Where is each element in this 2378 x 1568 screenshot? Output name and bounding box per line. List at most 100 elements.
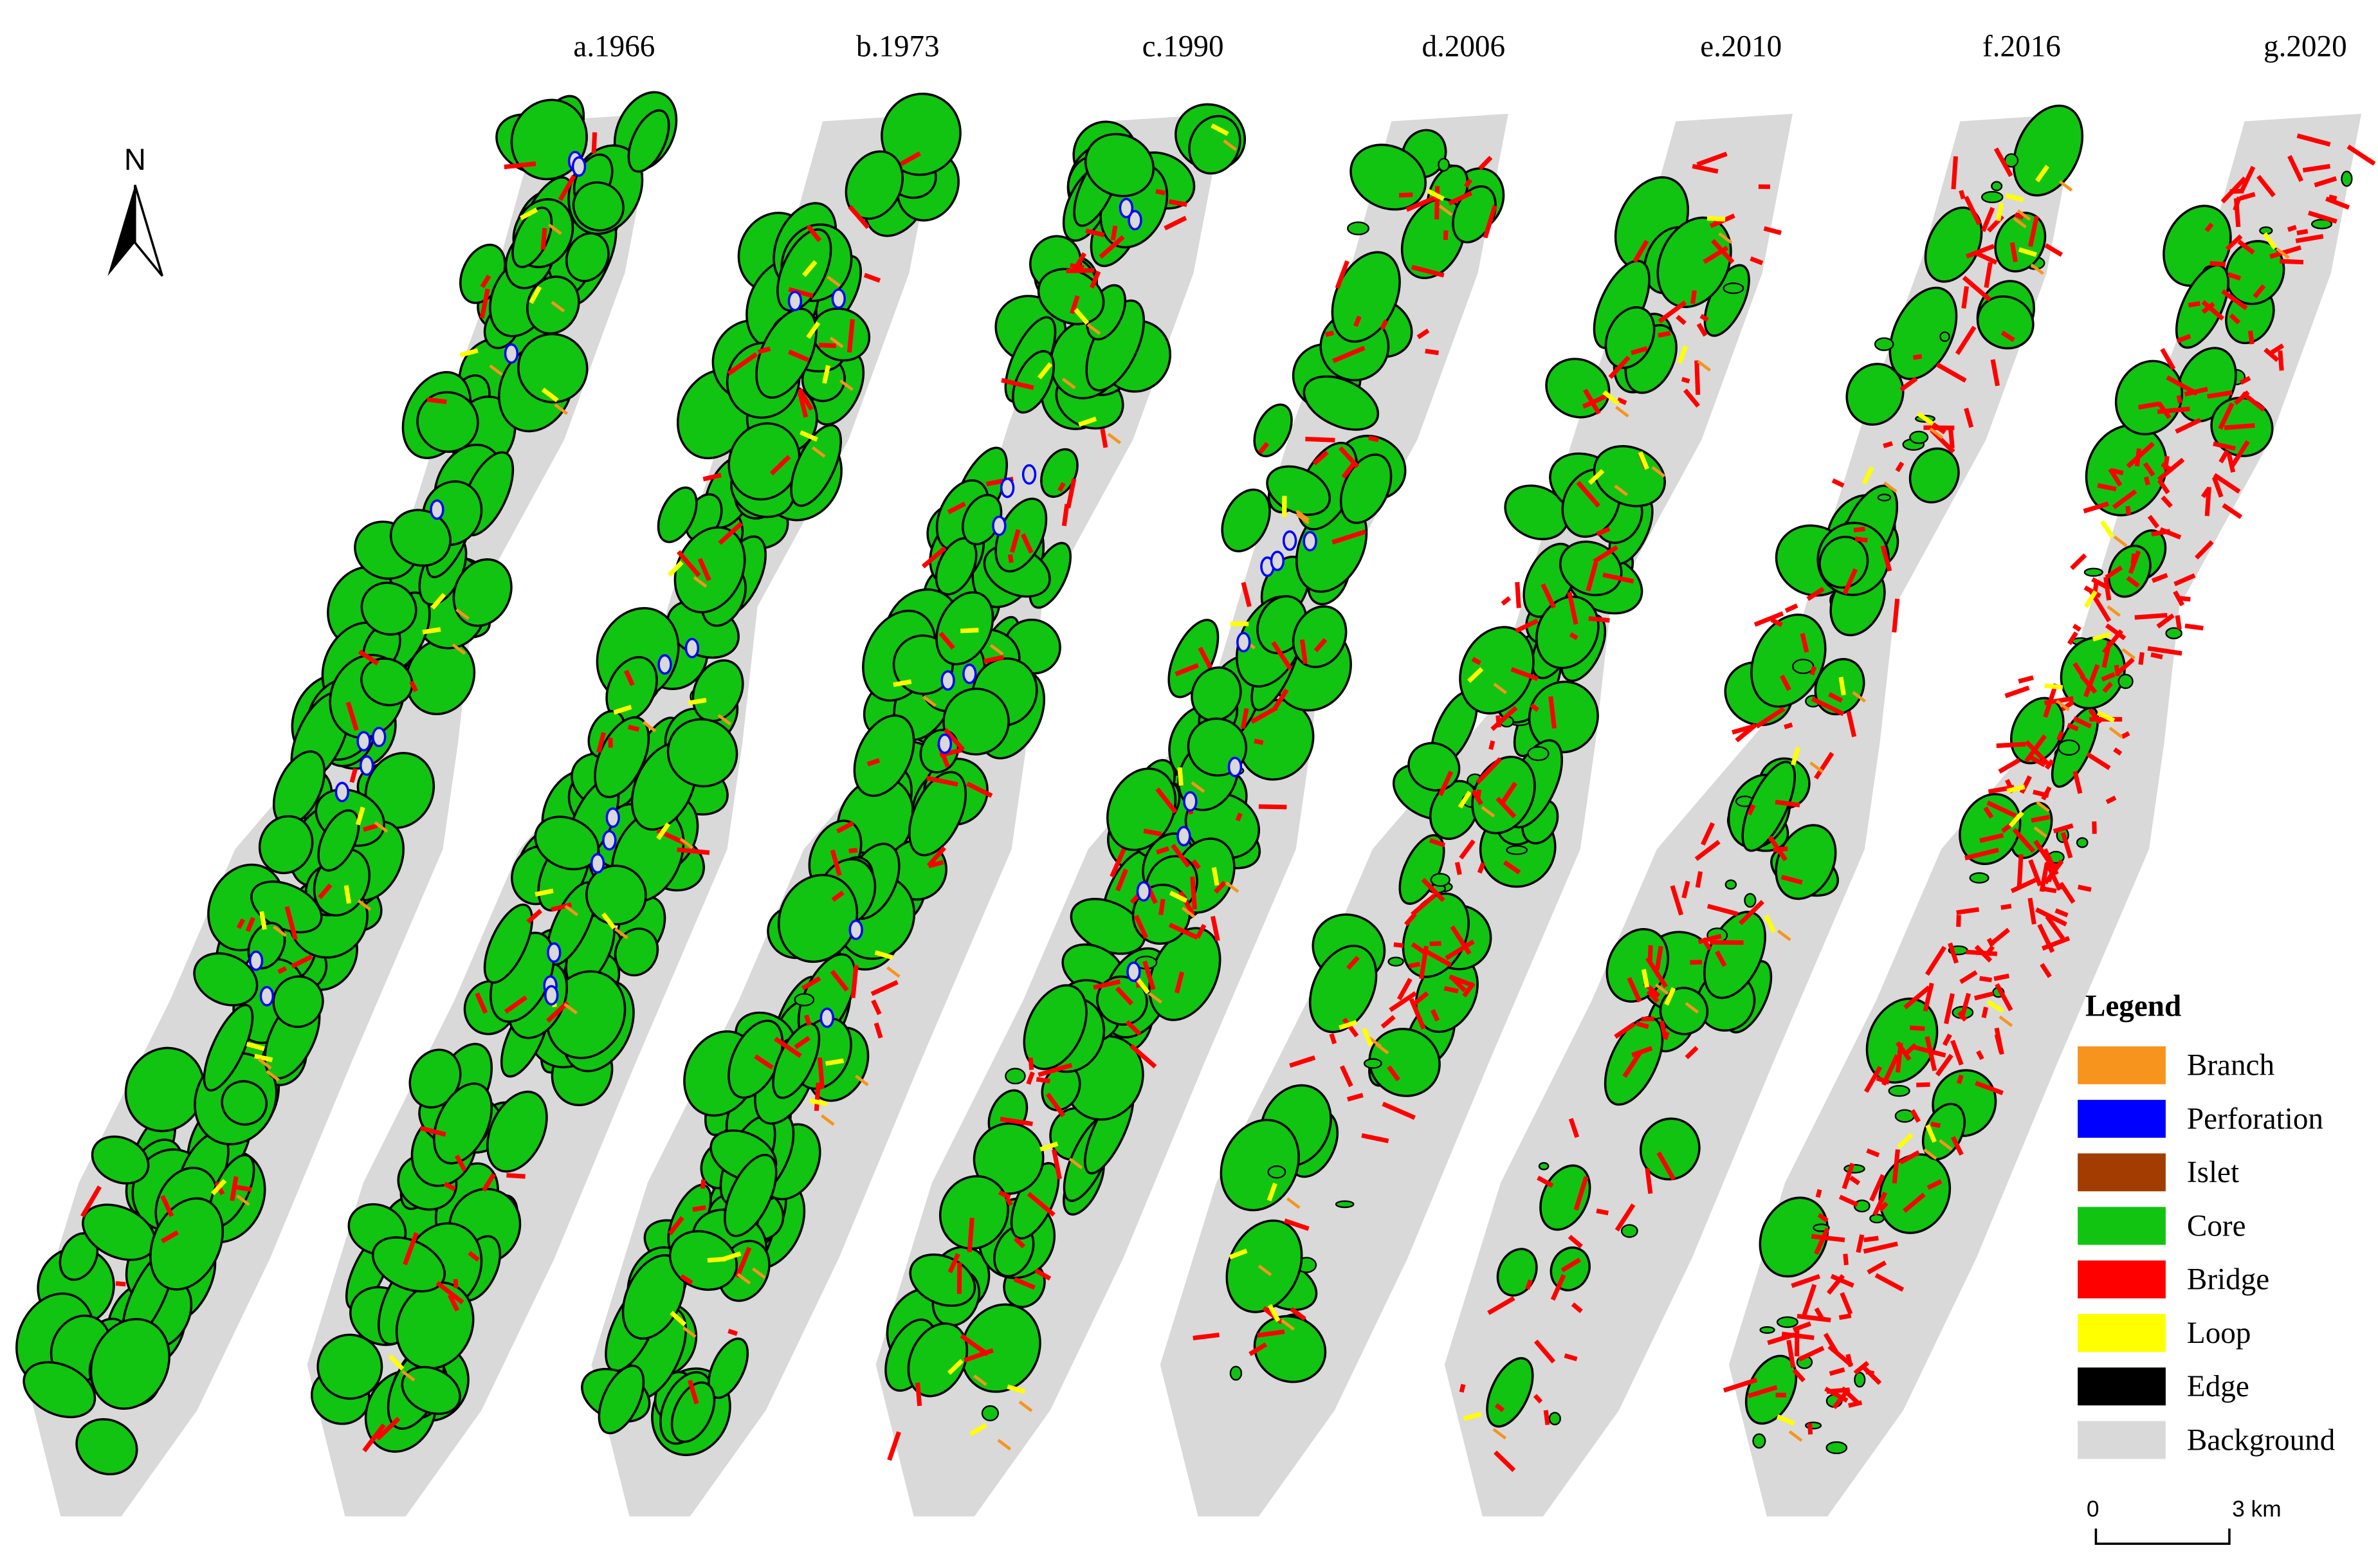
map-panel: b.1973 xyxy=(307,30,962,1517)
bridge xyxy=(1956,907,1980,915)
bridge xyxy=(848,205,870,230)
branch xyxy=(854,1074,869,1086)
core-patch xyxy=(258,815,314,875)
bridge xyxy=(2302,163,2331,173)
bridge xyxy=(2112,489,2137,509)
bridge xyxy=(1935,362,1967,383)
bridge xyxy=(965,781,993,798)
bridge xyxy=(1966,244,1995,259)
bridge xyxy=(1814,751,1834,780)
bridge xyxy=(2121,731,2130,739)
bridge xyxy=(1925,945,1947,976)
bridge xyxy=(2147,646,2182,656)
bridge xyxy=(1956,1074,1964,1084)
bridge xyxy=(1955,325,1977,356)
bridge xyxy=(1143,828,1162,837)
bridge xyxy=(2287,224,2297,232)
bridge xyxy=(1110,225,1118,241)
bridge xyxy=(1164,215,1187,231)
bridge xyxy=(1979,833,2004,843)
map-panel: d.2006 xyxy=(875,30,1508,1517)
bridge xyxy=(1923,982,1934,1012)
islet xyxy=(1969,872,1989,884)
bridge xyxy=(1066,268,1095,273)
bridge xyxy=(1533,1339,1556,1363)
loop xyxy=(1677,345,1688,364)
bridge xyxy=(1178,891,1195,916)
bridge xyxy=(1627,977,1642,1003)
bridge xyxy=(1272,688,1289,711)
loop xyxy=(2008,810,2024,828)
bridge xyxy=(2138,652,2145,665)
bridge xyxy=(702,473,722,482)
core-patch xyxy=(1253,403,1293,457)
bridge xyxy=(1515,618,1539,634)
bridge xyxy=(2151,572,2168,583)
bridge xyxy=(1996,742,2026,749)
bridge xyxy=(1156,846,1170,855)
bridge xyxy=(1944,993,1955,1025)
branch xyxy=(1181,906,1196,918)
bridge xyxy=(2160,347,2176,370)
branch xyxy=(1651,466,1666,478)
bridge xyxy=(727,1328,738,1336)
perforation xyxy=(1136,881,1151,902)
bridge xyxy=(727,352,758,376)
loop xyxy=(874,950,893,960)
bridge xyxy=(2269,245,2302,259)
branch xyxy=(2017,209,2031,221)
bridge xyxy=(1501,781,1517,804)
bridge xyxy=(1658,300,1687,324)
core-patch xyxy=(907,1322,969,1398)
bridge xyxy=(80,1185,102,1218)
bridge xyxy=(1723,1377,1758,1393)
loop xyxy=(259,911,267,930)
perforation xyxy=(787,291,803,311)
bridge xyxy=(2295,233,2324,244)
bridge xyxy=(1550,1273,1566,1301)
loop xyxy=(254,1053,273,1062)
bridge xyxy=(1994,1034,2004,1053)
core-patch xyxy=(510,98,588,181)
branch xyxy=(642,720,657,733)
islet xyxy=(1877,493,1892,502)
bridge xyxy=(1964,407,1974,428)
islet xyxy=(1792,659,1815,675)
bridge xyxy=(1690,960,1703,965)
bridge xyxy=(1874,1273,1905,1292)
bridge xyxy=(850,965,859,999)
branch xyxy=(1883,481,1898,493)
bridge xyxy=(1826,1387,1850,1394)
perforation xyxy=(1227,756,1243,778)
bridge xyxy=(480,274,491,288)
loop xyxy=(722,1251,742,1262)
bridge xyxy=(2287,155,2304,182)
bridge xyxy=(1700,822,1715,846)
bridge xyxy=(2018,675,2034,684)
core-patch xyxy=(2225,240,2285,305)
loop xyxy=(1986,999,2004,1014)
bridge xyxy=(2041,786,2052,801)
bridge xyxy=(2220,176,2247,204)
perforation xyxy=(547,942,562,963)
bridge xyxy=(1948,942,1959,964)
branch xyxy=(455,608,470,620)
bridge xyxy=(236,1185,252,1192)
core-patch xyxy=(89,1318,170,1410)
bridge xyxy=(2083,664,2100,698)
bridge xyxy=(1425,349,1440,356)
bridge xyxy=(1193,1332,1220,1340)
core-patch xyxy=(853,714,915,798)
branch xyxy=(1018,1400,1033,1412)
bridge xyxy=(1289,1055,1316,1068)
bridge xyxy=(1993,973,2010,981)
bridge xyxy=(2067,722,2079,732)
bridge xyxy=(1462,981,1476,998)
core-patch xyxy=(1741,760,1796,852)
bridge xyxy=(2296,133,2331,147)
loop xyxy=(1706,215,1726,222)
bridge xyxy=(1817,1212,1829,1223)
bridge xyxy=(2147,515,2160,529)
bridge xyxy=(2227,272,2242,281)
bridge xyxy=(2218,450,2229,464)
